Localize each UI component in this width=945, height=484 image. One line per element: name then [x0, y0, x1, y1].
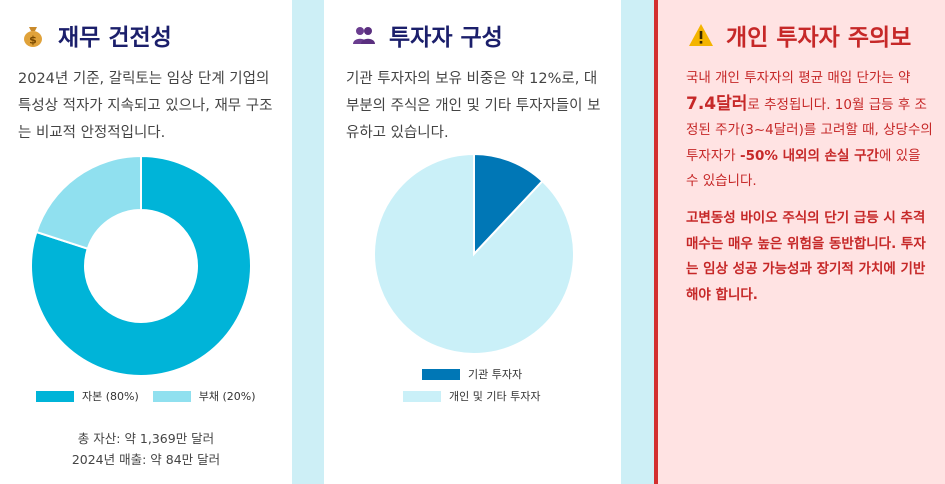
pie-slice-a	[473, 152, 544, 257]
total-assets-text: 총 자산: 약 1,369만 달러	[77, 431, 215, 446]
legend-swatch-institutional	[422, 368, 460, 380]
svg-text:$: $	[29, 34, 37, 47]
retail-investor-warning-card: 개인 투자자 주의보 국내 개인 투자자의 평균 매입 단가는 약 7.4달러로…	[654, 0, 945, 484]
investor-pie-chart	[373, 152, 575, 355]
equity-debt-donut-chart	[30, 155, 252, 377]
donut-slice-a	[30, 155, 252, 377]
legend-swatch-retail	[403, 390, 441, 402]
investor-composition-description: 기관 투자자의 보유 비중은 약 12%로, 대부분의 주식은 개인 및 기타 …	[346, 71, 601, 141]
financial-health-description: 2024년 기준, 갈릭토는 임상 단계 기업의 특성상 적자가 지속되고 있으…	[18, 71, 273, 141]
loss-range-text: -50% 내외의 손실 구간	[739, 147, 879, 164]
legend-swatch-debt	[152, 390, 191, 402]
warning-text-c: 에 있을 수 있습니다.	[686, 147, 921, 190]
warning-title-text: 개인 투자자 주의보	[726, 25, 912, 51]
legend-label-retail: 개인 및 기타 투자자	[449, 390, 541, 403]
donut-slice-b	[35, 155, 142, 250]
pie-slice-b	[373, 152, 575, 355]
warning-text-b: 로 추정됩니다. 10월 급등 후 조정된 주가(3~4달러)를 고려할 때, …	[686, 96, 933, 164]
legend-label-debt: 부채 (20%)	[198, 390, 256, 403]
investor-composition-title: 투자자 구성	[351, 18, 503, 52]
warning-paragraph-1: 국내 개인 투자자의 평균 매입 단가는 약 7.4달러로 추정됩니다. 10월…	[686, 66, 934, 195]
legend-swatch-equity	[36, 390, 74, 402]
people-icon	[353, 27, 375, 44]
investor-composition-title-text: 투자자 구성	[389, 25, 503, 51]
average-price-value: 7.4달러	[686, 93, 748, 114]
legend-label-institutional: 기관 투자자	[468, 368, 523, 381]
financial-health-title: $ 재무 건전성	[20, 18, 172, 52]
donut-legend: 자본 (80%) 부채 (20%)	[36, 388, 256, 404]
pie-legend-item-retail: 개인 및 기타 투자자	[403, 388, 540, 404]
investor-composition-card: 투자자 구성 기관 투자자의 보유 비중은 약 12%로, 대부분의 주식은 개…	[324, 0, 621, 484]
warning-text-a: 국내 개인 투자자의 평균 매입 단가는 약	[686, 70, 911, 86]
legend-label-equity: 자본 (80%)	[82, 390, 139, 403]
revenue-text: 2024년 매출: 약 84만 달러	[71, 452, 221, 467]
warning-title: 개인 투자자 주의보	[688, 18, 911, 52]
warning-icon	[689, 24, 713, 46]
financial-health-title-text: 재무 건전성	[58, 25, 172, 51]
financial-health-card: $ 재무 건전성 2024년 기준, 갈릭토는 임상 단계 기업의 특성상 적자…	[0, 0, 292, 484]
money-bag-icon: $	[24, 27, 42, 47]
pie-legend-item-institutional: 기관 투자자	[422, 366, 522, 382]
warning-paragraph-2: 고변동성 바이오 주식의 단기 급등 시 추격 매수는 매우 높은 위험을 동반…	[686, 210, 926, 303]
